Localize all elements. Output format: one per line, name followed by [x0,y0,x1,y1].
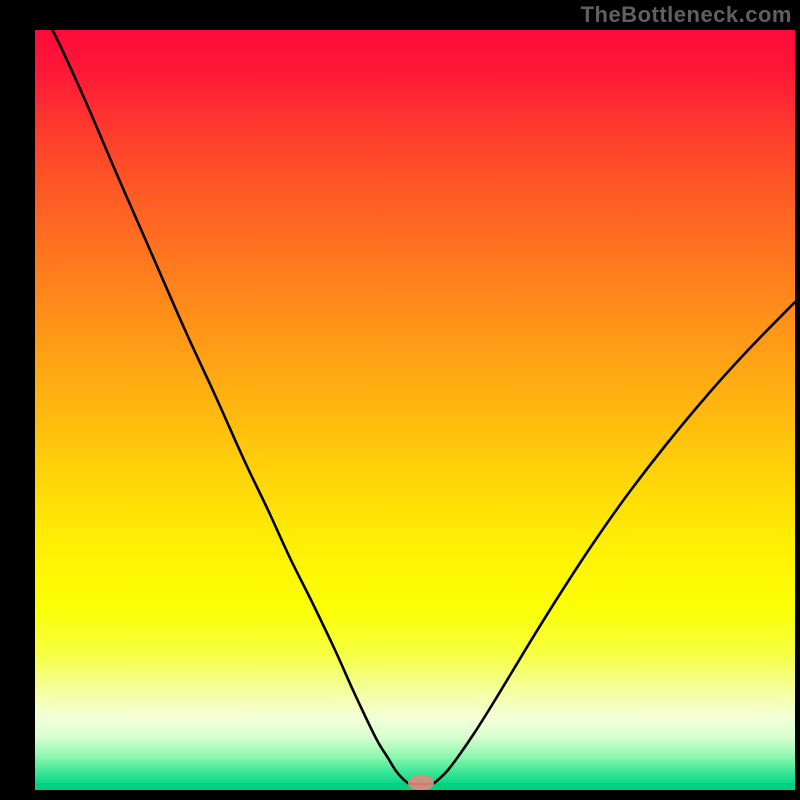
right-margin [795,0,800,800]
optimal-marker [408,775,434,791]
plot-gradient [35,30,795,790]
left-margin [0,0,35,800]
chart-container: TheBottleneck.com [0,0,800,800]
bottom-margin [0,790,800,800]
watermark-text: TheBottleneck.com [581,2,792,28]
bottleneck-chart [0,0,800,800]
